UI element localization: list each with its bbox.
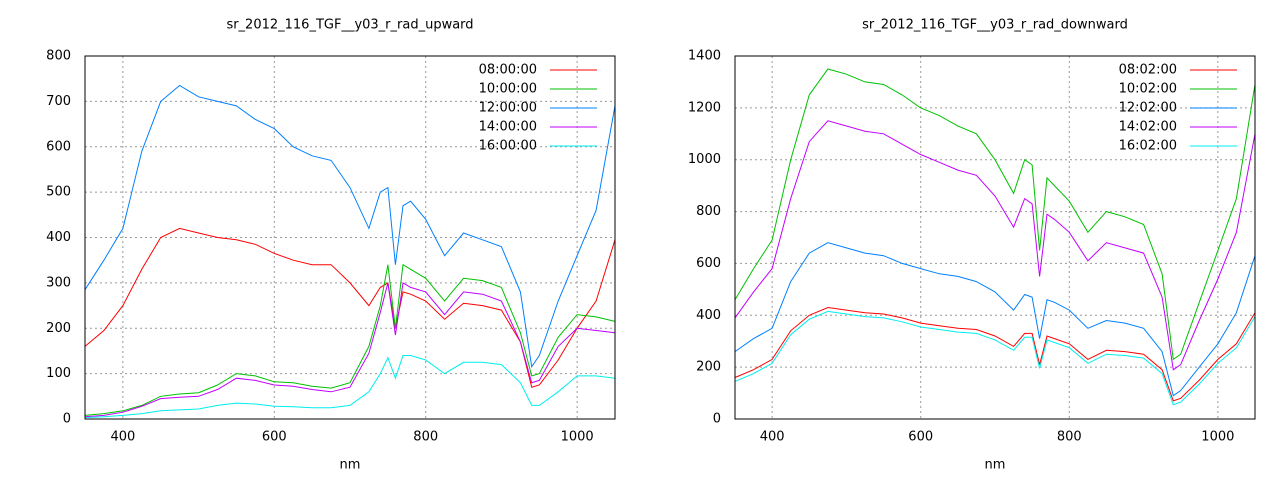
- y-tick-label: 500: [46, 185, 71, 200]
- series-line: [734, 310, 1256, 406]
- series-line: [84, 282, 616, 418]
- legend-label: 12:02:00: [1119, 101, 1177, 116]
- x-tick-label: 800: [413, 430, 438, 445]
- y-tick-label: 800: [46, 49, 71, 64]
- legend-label: 16:02:00: [1119, 139, 1177, 154]
- y-tick-label: 1000: [688, 152, 721, 167]
- plot-frame: [734, 55, 1256, 420]
- x-tick-label: 400: [760, 430, 785, 445]
- y-tick-label: 0: [63, 412, 71, 427]
- x-tick-label: 600: [908, 430, 933, 445]
- y-tick-label: 600: [46, 139, 71, 154]
- y-tick-label: 1200: [688, 100, 721, 115]
- series-line: [734, 68, 1256, 361]
- y-tick-label: 700: [46, 94, 71, 109]
- series-line: [84, 355, 616, 419]
- y-tick-label: 800: [696, 204, 721, 219]
- legend-label: 10:02:00: [1119, 82, 1177, 97]
- series-line: [734, 242, 1256, 397]
- x-axis-label: nm: [985, 458, 1006, 473]
- y-tick-label: 400: [696, 308, 721, 323]
- legend-label: 16:00:00: [479, 139, 537, 154]
- y-tick-label: 200: [46, 321, 71, 336]
- legend-label: 14:02:00: [1119, 120, 1177, 135]
- y-tick-label: 600: [696, 256, 721, 271]
- y-tick-label: 200: [696, 360, 721, 375]
- legend-label: 10:00:00: [479, 82, 537, 97]
- series-line: [734, 306, 1256, 402]
- plot-frame: [84, 55, 616, 420]
- x-tick-label: 1000: [1201, 430, 1234, 445]
- y-tick-label: 300: [46, 275, 71, 290]
- chart-title: sr_2012_116_TGF__y03_r_rad_upward: [226, 18, 473, 33]
- series-line: [734, 120, 1256, 371]
- legend-label: 08:02:00: [1119, 63, 1177, 78]
- legend-label: 08:00:00: [479, 63, 537, 78]
- legend-label: 12:00:00: [479, 101, 537, 116]
- x-tick-label: 600: [262, 430, 287, 445]
- x-tick-label: 1000: [561, 430, 594, 445]
- series-line: [84, 227, 616, 388]
- y-tick-label: 1400: [688, 49, 721, 64]
- x-tick-label: 400: [110, 430, 135, 445]
- series-line: [84, 263, 616, 416]
- x-axis-label: nm: [340, 458, 361, 473]
- series-line: [84, 84, 616, 369]
- chart-title: sr_2012_116_TGF__y03_r_rad_downward: [862, 18, 1128, 33]
- x-tick-label: 800: [1057, 430, 1082, 445]
- y-tick-label: 100: [46, 366, 71, 381]
- y-tick-label: 0: [713, 412, 721, 427]
- y-tick-label: 400: [46, 230, 71, 245]
- legend-label: 14:00:00: [479, 120, 537, 135]
